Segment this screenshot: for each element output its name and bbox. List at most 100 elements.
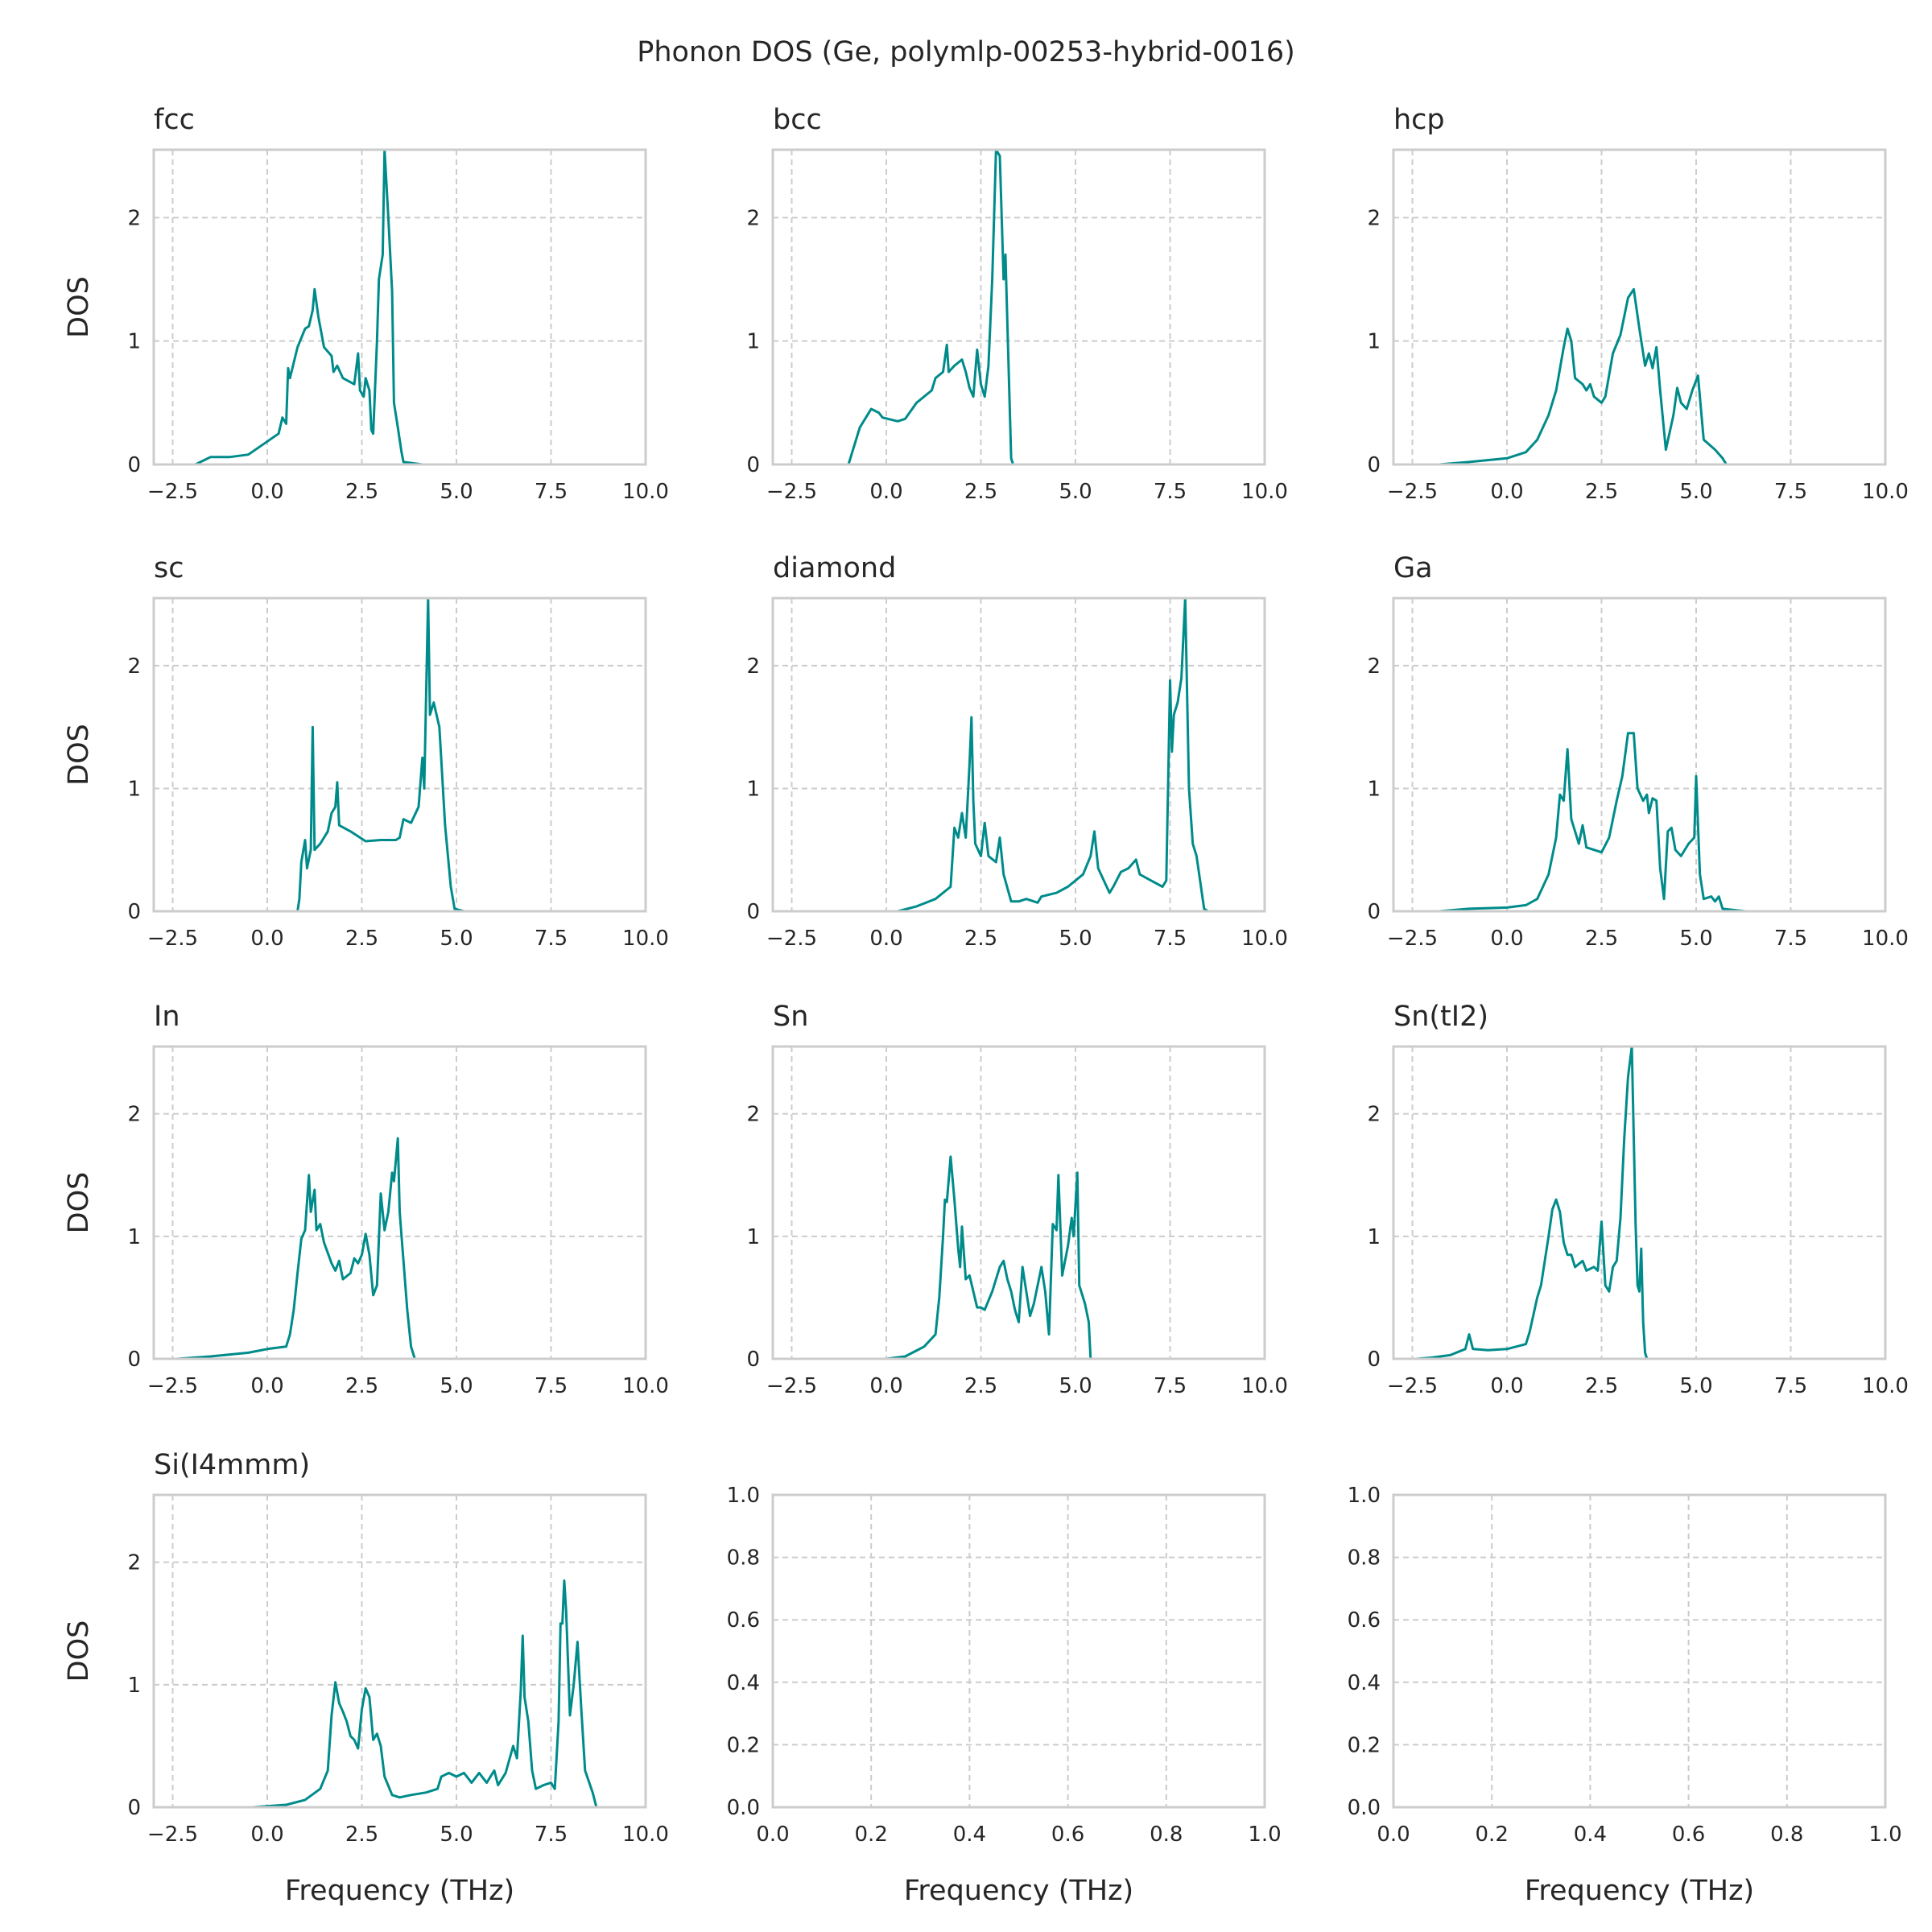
x-tick-label: 7.5: [535, 1374, 568, 1398]
x-tick-label: 10.0: [1862, 927, 1909, 951]
y-tick-label: 0.0: [727, 1796, 760, 1820]
x-tick-label: 0.0: [250, 1823, 283, 1847]
x-tick-label: 0.0: [869, 480, 902, 504]
x-tick-label: 5.0: [440, 1823, 473, 1847]
x-tick-label: 5.0: [1679, 927, 1712, 951]
dos-series-line: [252, 1579, 623, 1809]
axes-frame: [771, 1493, 1266, 1809]
x-tick-label: 5.0: [1679, 1374, 1712, 1398]
dos-series-line: [1439, 287, 1746, 466]
y-tick-label: 2: [746, 206, 760, 230]
y-tick-label: 1: [746, 777, 760, 801]
axes-frame: [1392, 1493, 1887, 1809]
x-tick-label: 7.5: [535, 480, 568, 504]
x-tick-label: 0.4: [1574, 1823, 1607, 1847]
subplot-title: Ga: [1393, 552, 1433, 584]
x-tick-label: −2.5: [1387, 927, 1438, 951]
x-tick-label: −2.5: [1387, 1374, 1438, 1398]
y-tick-label: 1: [746, 330, 760, 354]
y-tick-label: 0.4: [727, 1671, 760, 1695]
y-tick-label: 2: [746, 654, 760, 679]
x-tick-label: 5.0: [440, 927, 473, 951]
x-tick-label: 2.5: [345, 480, 378, 504]
x-tick-label: 0.6: [1051, 1823, 1084, 1847]
subplot-diamond: −2.5 0.0 2.5 5.0 7.5 10.0 0 1 2 diamond: [746, 552, 1287, 951]
dos-series-line: [1439, 732, 1746, 913]
axes-frame: [152, 1045, 647, 1360]
y-tick-label: 2: [127, 654, 141, 679]
y-tick-label: 1: [1367, 330, 1381, 354]
x-tick-label: 0.0: [250, 480, 283, 504]
y-tick-label: 0: [1367, 1348, 1381, 1372]
y-tick-label: 0.0: [1348, 1796, 1381, 1820]
subplot-In: −2.5 0.0 2.5 5.0 7.5 10.0 0 1 2 In DOS: [63, 1001, 669, 1398]
dos-series-line: [886, 1155, 1106, 1360]
x-tick-label: −2.5: [766, 927, 817, 951]
y-tick-label: 0.8: [1348, 1546, 1381, 1571]
x-tick-label: 0.4: [953, 1823, 986, 1847]
y-tick-label: 0.6: [727, 1608, 760, 1633]
x-tick-label: 2.5: [964, 927, 997, 951]
x-tick-label: −2.5: [147, 927, 198, 951]
x-tick-label: 5.0: [1679, 480, 1712, 504]
y-tick-label: 1.0: [727, 1484, 760, 1508]
x-axis-label: Frequency (THz): [1525, 1875, 1754, 1907]
x-tick-label: 7.5: [535, 927, 568, 951]
dos-series-line: [286, 597, 464, 913]
y-tick-label: 0.2: [727, 1733, 760, 1757]
y-tick-label: 0.4: [1348, 1671, 1381, 1695]
x-tick-label: 7.5: [1774, 927, 1807, 951]
x-tick-label: −2.5: [147, 1374, 198, 1398]
x-tick-label: 5.0: [440, 480, 473, 504]
subplot-Ga: −2.5 0.0 2.5 5.0 7.5 10.0 0 1 2 Ga: [1367, 552, 1908, 951]
x-tick-label: 2.5: [345, 1823, 378, 1847]
subplot-title: Si(I4mmm): [154, 1449, 310, 1481]
x-tick-label: 0.0: [756, 1823, 789, 1847]
x-axis-label: Frequency (THz): [904, 1875, 1133, 1907]
x-tick-label: 5.0: [1059, 927, 1092, 951]
x-tick-label: 2.5: [345, 1374, 378, 1398]
y-tick-label: 1: [127, 1674, 141, 1698]
axes-frame: [152, 148, 647, 466]
x-tick-label: 10.0: [1241, 927, 1288, 951]
x-tick-label: 10.0: [622, 1374, 669, 1398]
x-tick-label: 5.0: [1059, 480, 1092, 504]
subplot-fcc: −2.5 0.0 2.5 5.0 7.5 10.0 0 1 2 fcc DOS: [63, 104, 669, 504]
y-tick-label: 1: [127, 330, 141, 354]
y-tick-label: 2: [1367, 654, 1381, 679]
axes-frame: [1392, 1045, 1887, 1360]
y-tick-label: 0.2: [1348, 1733, 1381, 1757]
subplot-title: Sn: [773, 1001, 808, 1033]
x-tick-label: 10.0: [622, 480, 669, 504]
x-tick-label: 0.2: [855, 1823, 888, 1847]
y-tick-label: 0.8: [727, 1546, 760, 1571]
x-tick-label: −2.5: [766, 1374, 817, 1398]
x-tick-label: 10.0: [1862, 480, 1909, 504]
x-tick-label: −2.5: [1387, 480, 1438, 504]
x-tick-label: 0.0: [869, 927, 902, 951]
x-tick-label: 7.5: [535, 1823, 568, 1847]
x-tick-label: 10.0: [1241, 1374, 1288, 1398]
figure-title: Phonon DOS (Ge, polymlp-00253-hybrid-001…: [637, 36, 1295, 68]
x-tick-label: 10.0: [1241, 480, 1288, 504]
x-tick-label: 5.0: [440, 1374, 473, 1398]
y-axis-label: DOS: [63, 1620, 95, 1682]
dos-series-line: [1416, 1045, 1670, 1360]
y-tick-label: 1.0: [1348, 1484, 1381, 1508]
subplot-empty-11: 0.0 0.2 0.4 0.6 0.8 1.0 0.0 0.2 0.4 0.6 0.8 1.0 Freq…: [1348, 1484, 1902, 1907]
y-tick-label: 2: [746, 1103, 760, 1127]
dos-series-line: [829, 148, 1030, 466]
x-tick-label: 0.2: [1476, 1823, 1509, 1847]
x-tick-label: 10.0: [622, 1823, 669, 1847]
subplot-title: sc: [154, 552, 184, 584]
subplot-Si(I4mmm): −2.5 0.0 2.5 5.0 7.5 10.0 0 1 2 Si(I4mmm) DOS Frequ…: [63, 1449, 669, 1907]
y-tick-label: 0: [746, 900, 760, 924]
axes-frame: [152, 1493, 647, 1809]
y-tick-label: 1: [1367, 1225, 1381, 1249]
axes-frame: [771, 1045, 1266, 1360]
x-tick-label: 2.5: [964, 480, 997, 504]
x-tick-label: 0.0: [1490, 480, 1523, 504]
subplot-title: bcc: [773, 104, 822, 136]
y-tick-label: 2: [127, 1551, 141, 1575]
